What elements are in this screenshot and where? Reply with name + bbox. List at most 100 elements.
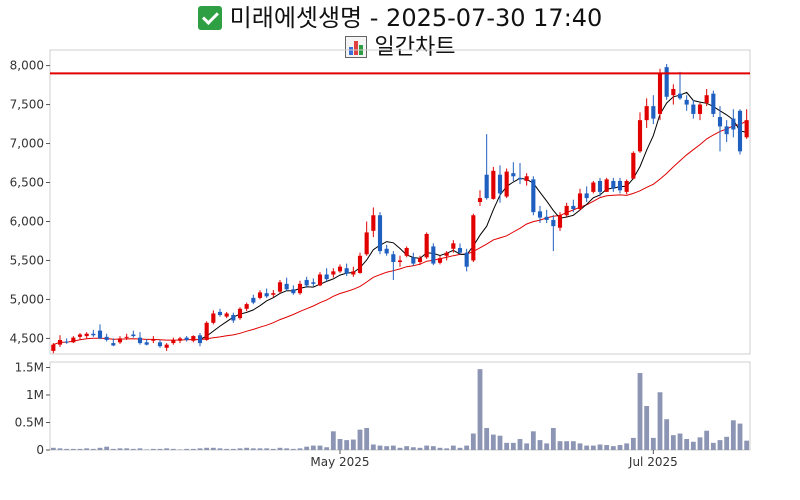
volume-bar <box>470 433 476 450</box>
volume-bar <box>504 442 510 450</box>
volume-bar <box>224 448 230 450</box>
candle-body <box>437 258 443 263</box>
price-tick-label: 7,000 <box>10 137 44 151</box>
volume-bar <box>284 448 290 450</box>
candle-body <box>384 248 389 254</box>
volume-bar <box>510 442 516 450</box>
candle-body <box>137 337 143 344</box>
volume-bar <box>624 443 630 450</box>
candle-body <box>391 254 396 263</box>
volume-bar <box>84 448 90 450</box>
candle-body <box>491 170 496 199</box>
candle-body <box>737 110 743 152</box>
candle-body <box>477 198 483 202</box>
volume-bar <box>364 428 370 450</box>
volume-bar <box>677 433 683 450</box>
volume-bar <box>704 430 710 450</box>
volume-bar <box>610 446 616 450</box>
volume-bar <box>237 448 243 450</box>
candle-body <box>164 344 169 348</box>
price-tick-label: 7,500 <box>10 98 44 112</box>
candle-body <box>571 205 576 210</box>
candle-body <box>457 247 463 253</box>
volume-bar <box>157 448 163 450</box>
candle-body <box>611 180 616 189</box>
candle-body <box>231 315 236 321</box>
volume-bar <box>57 448 63 450</box>
volume-bar <box>204 447 210 450</box>
volume-bar <box>697 437 703 450</box>
candle-body <box>177 338 183 341</box>
candle-body <box>191 336 196 341</box>
volume-panel: 0 0.5M 1M 1.5M May 2025 Jul 2025 <box>15 361 751 469</box>
candle-body <box>451 243 456 249</box>
candle-body <box>591 182 596 192</box>
volume-bar <box>344 440 350 450</box>
volume-bar <box>184 448 190 450</box>
volume-bar <box>197 448 203 450</box>
candle-body <box>217 311 223 316</box>
candle-body <box>464 252 469 267</box>
volume-bar <box>217 448 223 450</box>
volume-bar <box>570 441 576 450</box>
volume-bar <box>644 406 650 450</box>
volume-bar <box>497 435 503 450</box>
moving-average-long-line <box>53 120 747 346</box>
volume-bar <box>564 441 570 450</box>
chart-subtitle: 일간차트 <box>0 33 800 63</box>
candle-body <box>237 308 243 319</box>
volume-bar <box>590 445 596 450</box>
candle-body <box>697 104 703 114</box>
volume-bar <box>450 445 456 450</box>
volume-bar <box>370 444 376 450</box>
volume-bar <box>457 447 463 450</box>
volume-bar <box>717 440 723 450</box>
volume-bar <box>137 448 143 450</box>
candle-body <box>324 274 329 280</box>
volume-bar <box>424 445 430 450</box>
volume-bar <box>357 429 363 450</box>
candle-body <box>297 283 303 294</box>
volume-bar <box>264 448 270 450</box>
candle-body <box>157 342 163 347</box>
candle-body <box>524 176 529 181</box>
volume-bar <box>337 439 343 450</box>
volume-bar <box>257 448 263 450</box>
candle-body <box>664 67 669 97</box>
candle-body <box>617 180 623 191</box>
candle-body <box>84 333 89 337</box>
candle-body <box>397 260 403 263</box>
volume-bar <box>550 428 556 450</box>
volume-bar <box>377 445 383 450</box>
candle-body <box>291 289 296 294</box>
candle-body <box>424 233 429 258</box>
volume-bar <box>417 447 423 450</box>
volume-bar <box>584 445 590 450</box>
candle-body <box>544 216 549 220</box>
candle-body <box>144 342 149 345</box>
candle-body <box>644 106 649 121</box>
chart-title: 미래에셋생명 - 2025-07-30 17:40 <box>0 2 800 34</box>
volume-bar <box>250 448 256 450</box>
candle-body <box>431 246 436 264</box>
candle-body <box>77 334 83 337</box>
volume-bar <box>657 392 663 450</box>
candle-body <box>724 126 729 135</box>
volume-bar <box>630 437 636 450</box>
price-tick-label: 4,500 <box>10 331 44 345</box>
candle-body <box>171 339 176 344</box>
volume-bar <box>77 448 83 450</box>
volume-bar <box>430 446 436 450</box>
price-tick-label: 8,000 <box>10 59 44 73</box>
volume-bar <box>737 423 743 450</box>
candle-body <box>224 313 229 317</box>
candle-body <box>684 99 689 105</box>
candle-body <box>357 255 363 273</box>
volume-bar <box>97 447 103 450</box>
candle-body <box>151 339 156 341</box>
candle-body <box>704 95 709 104</box>
candle-body <box>317 274 323 286</box>
candle-body <box>651 106 656 119</box>
volume-bar <box>464 445 470 450</box>
